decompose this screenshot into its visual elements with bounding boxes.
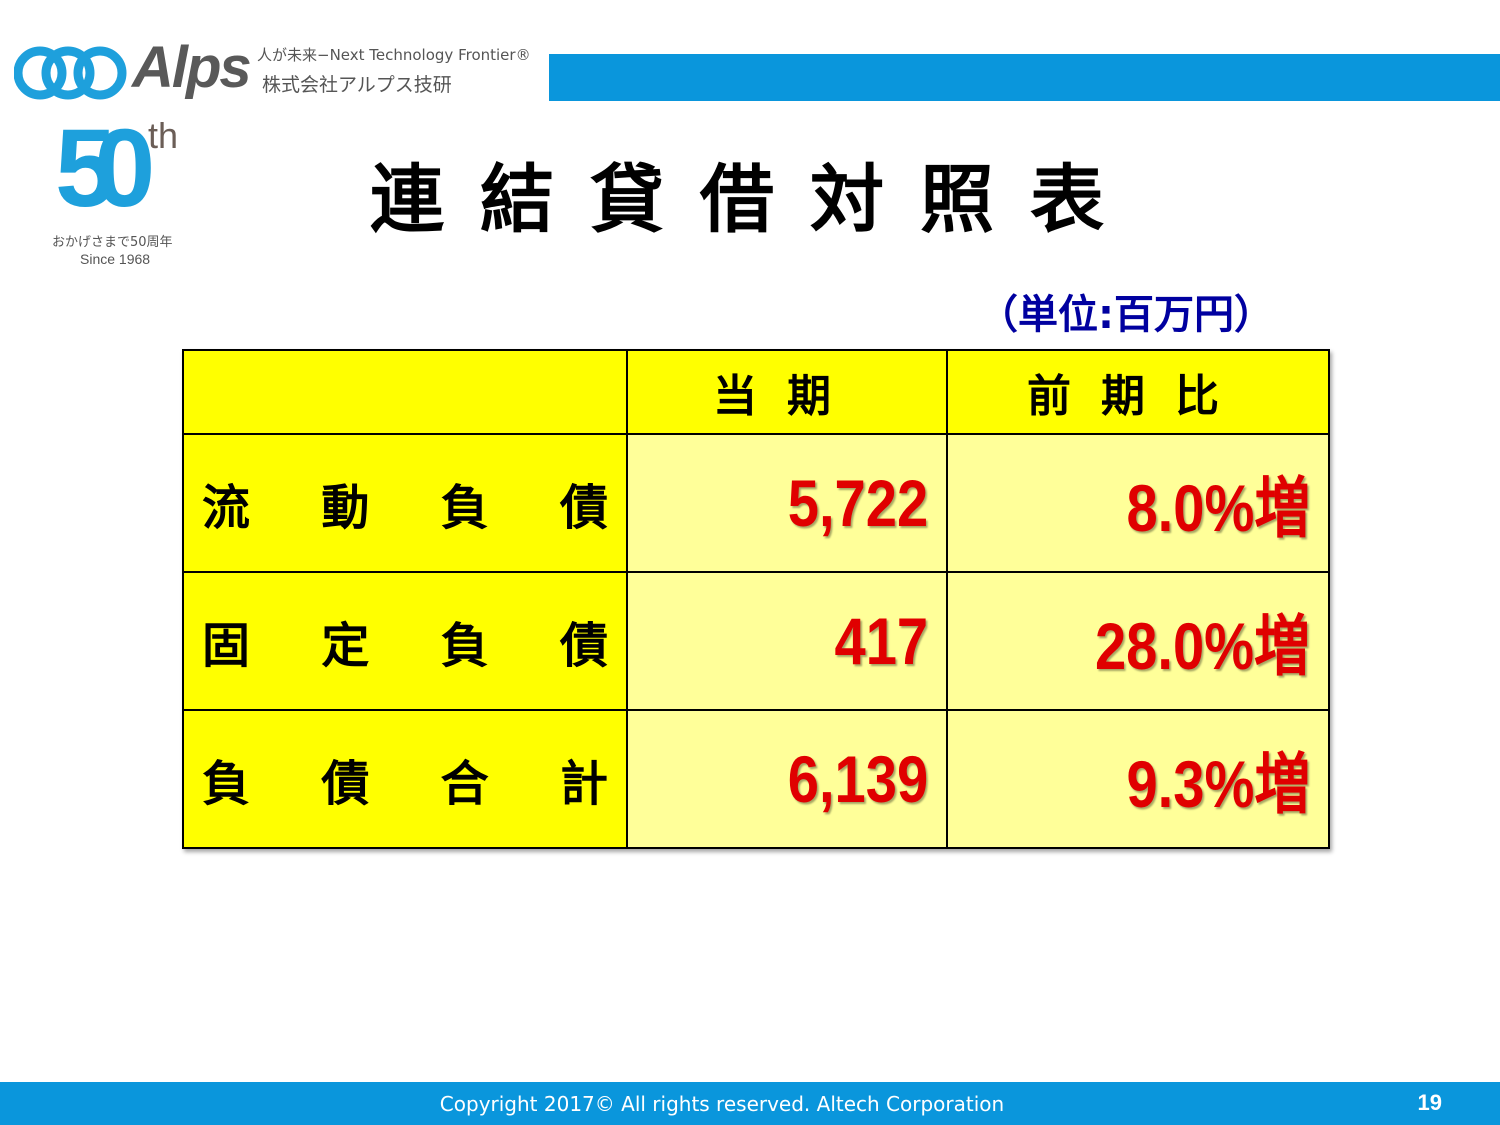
copyright: Copyright 2017© All rights reserved. Alt…: [439, 1092, 1005, 1116]
row-value: 6,139: [626, 709, 948, 849]
anniversary-message: おかげさまで50周年: [52, 235, 173, 250]
row-label: 負債合計: [182, 709, 628, 849]
value-text: 5,722: [787, 466, 928, 540]
row-value: 5,722: [626, 433, 948, 573]
balance-sheet-table: 当期 前期比 流動負債 5,722 8.0%増 固定負債 417 28.0%増 …: [182, 349, 1330, 849]
company-name: 株式会社アルプス技研: [262, 74, 452, 96]
row-change: 28.0%増: [946, 571, 1330, 711]
change-text: 8.0%増: [1126, 471, 1310, 545]
value-text: 417: [834, 604, 928, 678]
header-cell-empty: [182, 349, 628, 435]
anniversary-number: 50: [55, 107, 155, 230]
table-row: 負債合計 6,139 9.3%増: [182, 709, 1330, 849]
footer-bar: Copyright 2017© All rights reserved. Alt…: [0, 1082, 1500, 1125]
table-row: 流動負債 5,722 8.0%増: [182, 433, 1330, 573]
page-number: 19: [1417, 1090, 1442, 1115]
company-logo: Alps 人が未来−Next Technology Frontier® 株式会社…: [14, 35, 554, 104]
change-text: 9.3%増: [1126, 747, 1310, 821]
row-value: 417: [626, 571, 948, 711]
row-label: 固定負債: [182, 571, 628, 711]
header-yoy: 前期比: [946, 349, 1330, 435]
header-current-period: 当期: [626, 349, 948, 435]
row-change: 8.0%増: [946, 433, 1330, 573]
value-text: 6,139: [787, 742, 928, 816]
row-change: 9.3%増: [946, 709, 1330, 849]
change-text: 28.0%増: [1094, 609, 1310, 683]
tagline: 人が未来−Next Technology Frontier®: [257, 46, 531, 64]
rings-logo-icon: [14, 46, 127, 100]
page-title: 連結貸借対照表: [370, 157, 1140, 243]
since-year: Since 1968: [80, 251, 151, 267]
unit-label: （単位:百万円）: [978, 292, 1274, 338]
table-row: 固定負債 417 28.0%増: [182, 571, 1330, 711]
row-label: 流動負債: [182, 433, 628, 573]
header-bar: [549, 54, 1500, 101]
anniversary-logo: 50 th おかげさまで50周年 Since 1968: [40, 107, 200, 275]
anniversary-suffix: th: [148, 115, 179, 156]
table-header-row: 当期 前期比: [182, 349, 1330, 435]
brand-name: Alps: [132, 35, 252, 100]
